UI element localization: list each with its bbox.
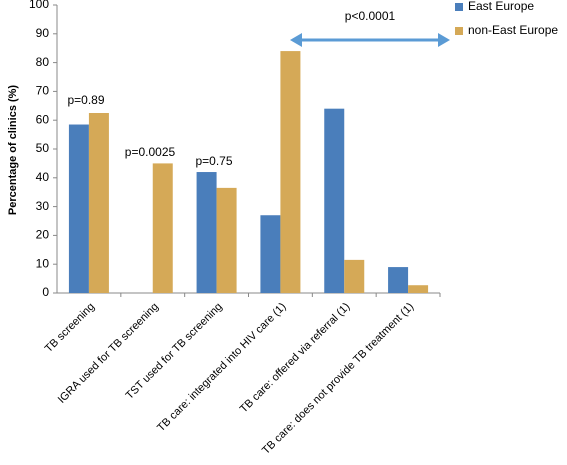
legend-label: non-East Europe (468, 23, 558, 37)
annotation: p<0.0001 (345, 9, 396, 23)
y-tick-label: 30 (36, 199, 50, 213)
annotation: p=0.75 (195, 154, 232, 168)
legend-label: East Europe (468, 0, 534, 13)
bar (68, 124, 89, 294)
annotation: p=0.89 (67, 93, 104, 107)
y-tick-label: 40 (36, 170, 50, 184)
arrow-head (290, 33, 302, 47)
bar (216, 187, 237, 293)
y-tick-label: 10 (36, 256, 50, 270)
y-tick-label: 60 (36, 112, 50, 126)
bar (260, 215, 281, 293)
annotation: p=0.0025 (125, 145, 176, 159)
bar (88, 113, 109, 293)
x-tick-label: TB care: does not provide TB treatment (… (260, 301, 416, 457)
x-tick-label: TB screening (43, 301, 97, 355)
y-axis-label: Percentage of clinics (%) (7, 85, 19, 216)
y-tick-label: 50 (36, 141, 50, 155)
bar (152, 163, 173, 293)
legend-swatch (455, 3, 463, 11)
y-tick-label: 80 (36, 55, 50, 69)
x-tick-label: TB care: offered via referral (1) (238, 301, 353, 416)
bar (324, 108, 345, 294)
bar (388, 267, 409, 293)
legend-swatch (455, 27, 463, 35)
bar (280, 51, 301, 293)
bar (408, 285, 429, 293)
x-tick-label: TB care: integrated into HIV care (1) (155, 301, 288, 434)
bar (196, 172, 217, 293)
y-tick-label: 20 (36, 228, 50, 242)
y-tick-label: 70 (36, 84, 50, 98)
y-tick-label: 100 (29, 0, 49, 11)
bar (344, 259, 365, 293)
y-tick-label: 90 (36, 26, 50, 40)
arrow-head (438, 33, 450, 47)
y-tick-label: 0 (42, 285, 49, 299)
